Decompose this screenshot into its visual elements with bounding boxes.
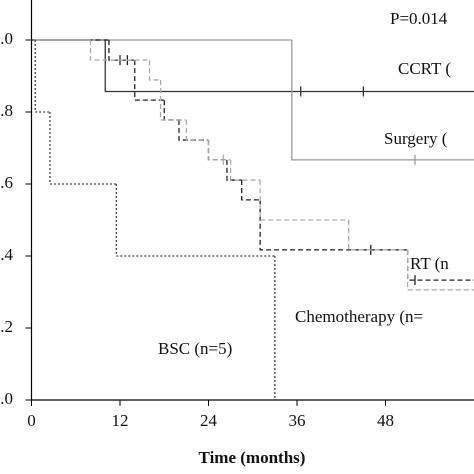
x-tick-label: 36 bbox=[289, 411, 306, 430]
x-tick-label: 12 bbox=[112, 411, 129, 430]
survival-step bbox=[347, 220, 408, 251]
survival-step bbox=[241, 180, 261, 201]
y-tick-label: 0.2 bbox=[0, 317, 13, 336]
survival-step bbox=[89, 40, 150, 61]
survival-step bbox=[134, 60, 165, 101]
y-tick-label: 0.8 bbox=[0, 101, 13, 120]
survival-step bbox=[207, 140, 231, 161]
survival-step bbox=[259, 180, 349, 221]
x-tick-label: 24 bbox=[200, 411, 218, 430]
y-tick-label: 0.4 bbox=[0, 245, 14, 264]
survival-step bbox=[49, 112, 117, 185]
survival-step bbox=[148, 60, 161, 81]
series-label: Chemotherapy (n= bbox=[295, 307, 423, 326]
survival-step bbox=[291, 40, 474, 161]
survival-step bbox=[159, 79, 187, 121]
survival-step bbox=[259, 199, 408, 251]
survival-step bbox=[178, 119, 209, 141]
survival-step bbox=[34, 40, 50, 113]
survival-step bbox=[115, 184, 275, 257]
x-tick-label: 48 bbox=[377, 411, 394, 430]
series-label: Surgery ( bbox=[384, 129, 448, 148]
survival-step bbox=[108, 40, 135, 61]
survival-step bbox=[104, 40, 474, 93]
survival-step bbox=[185, 119, 209, 141]
series-label: BSC (n=5) bbox=[158, 339, 232, 358]
y-tick-label: 1.0 bbox=[0, 29, 13, 48]
survival-step bbox=[406, 249, 474, 291]
y-tick-label: 0.6 bbox=[0, 173, 13, 192]
p-value: P=0.014 bbox=[390, 9, 448, 28]
x-axis-label: Time (months) bbox=[199, 448, 306, 467]
series-label: RT (n bbox=[410, 254, 449, 273]
survival-step bbox=[163, 100, 179, 121]
y-tick-label: 0.0 bbox=[0, 389, 13, 408]
survival-step bbox=[226, 159, 242, 181]
series-label: CCRT ( bbox=[398, 59, 451, 78]
survival-step bbox=[229, 159, 261, 181]
survival-step bbox=[207, 140, 227, 161]
x-tick-label: 0 bbox=[27, 411, 36, 430]
